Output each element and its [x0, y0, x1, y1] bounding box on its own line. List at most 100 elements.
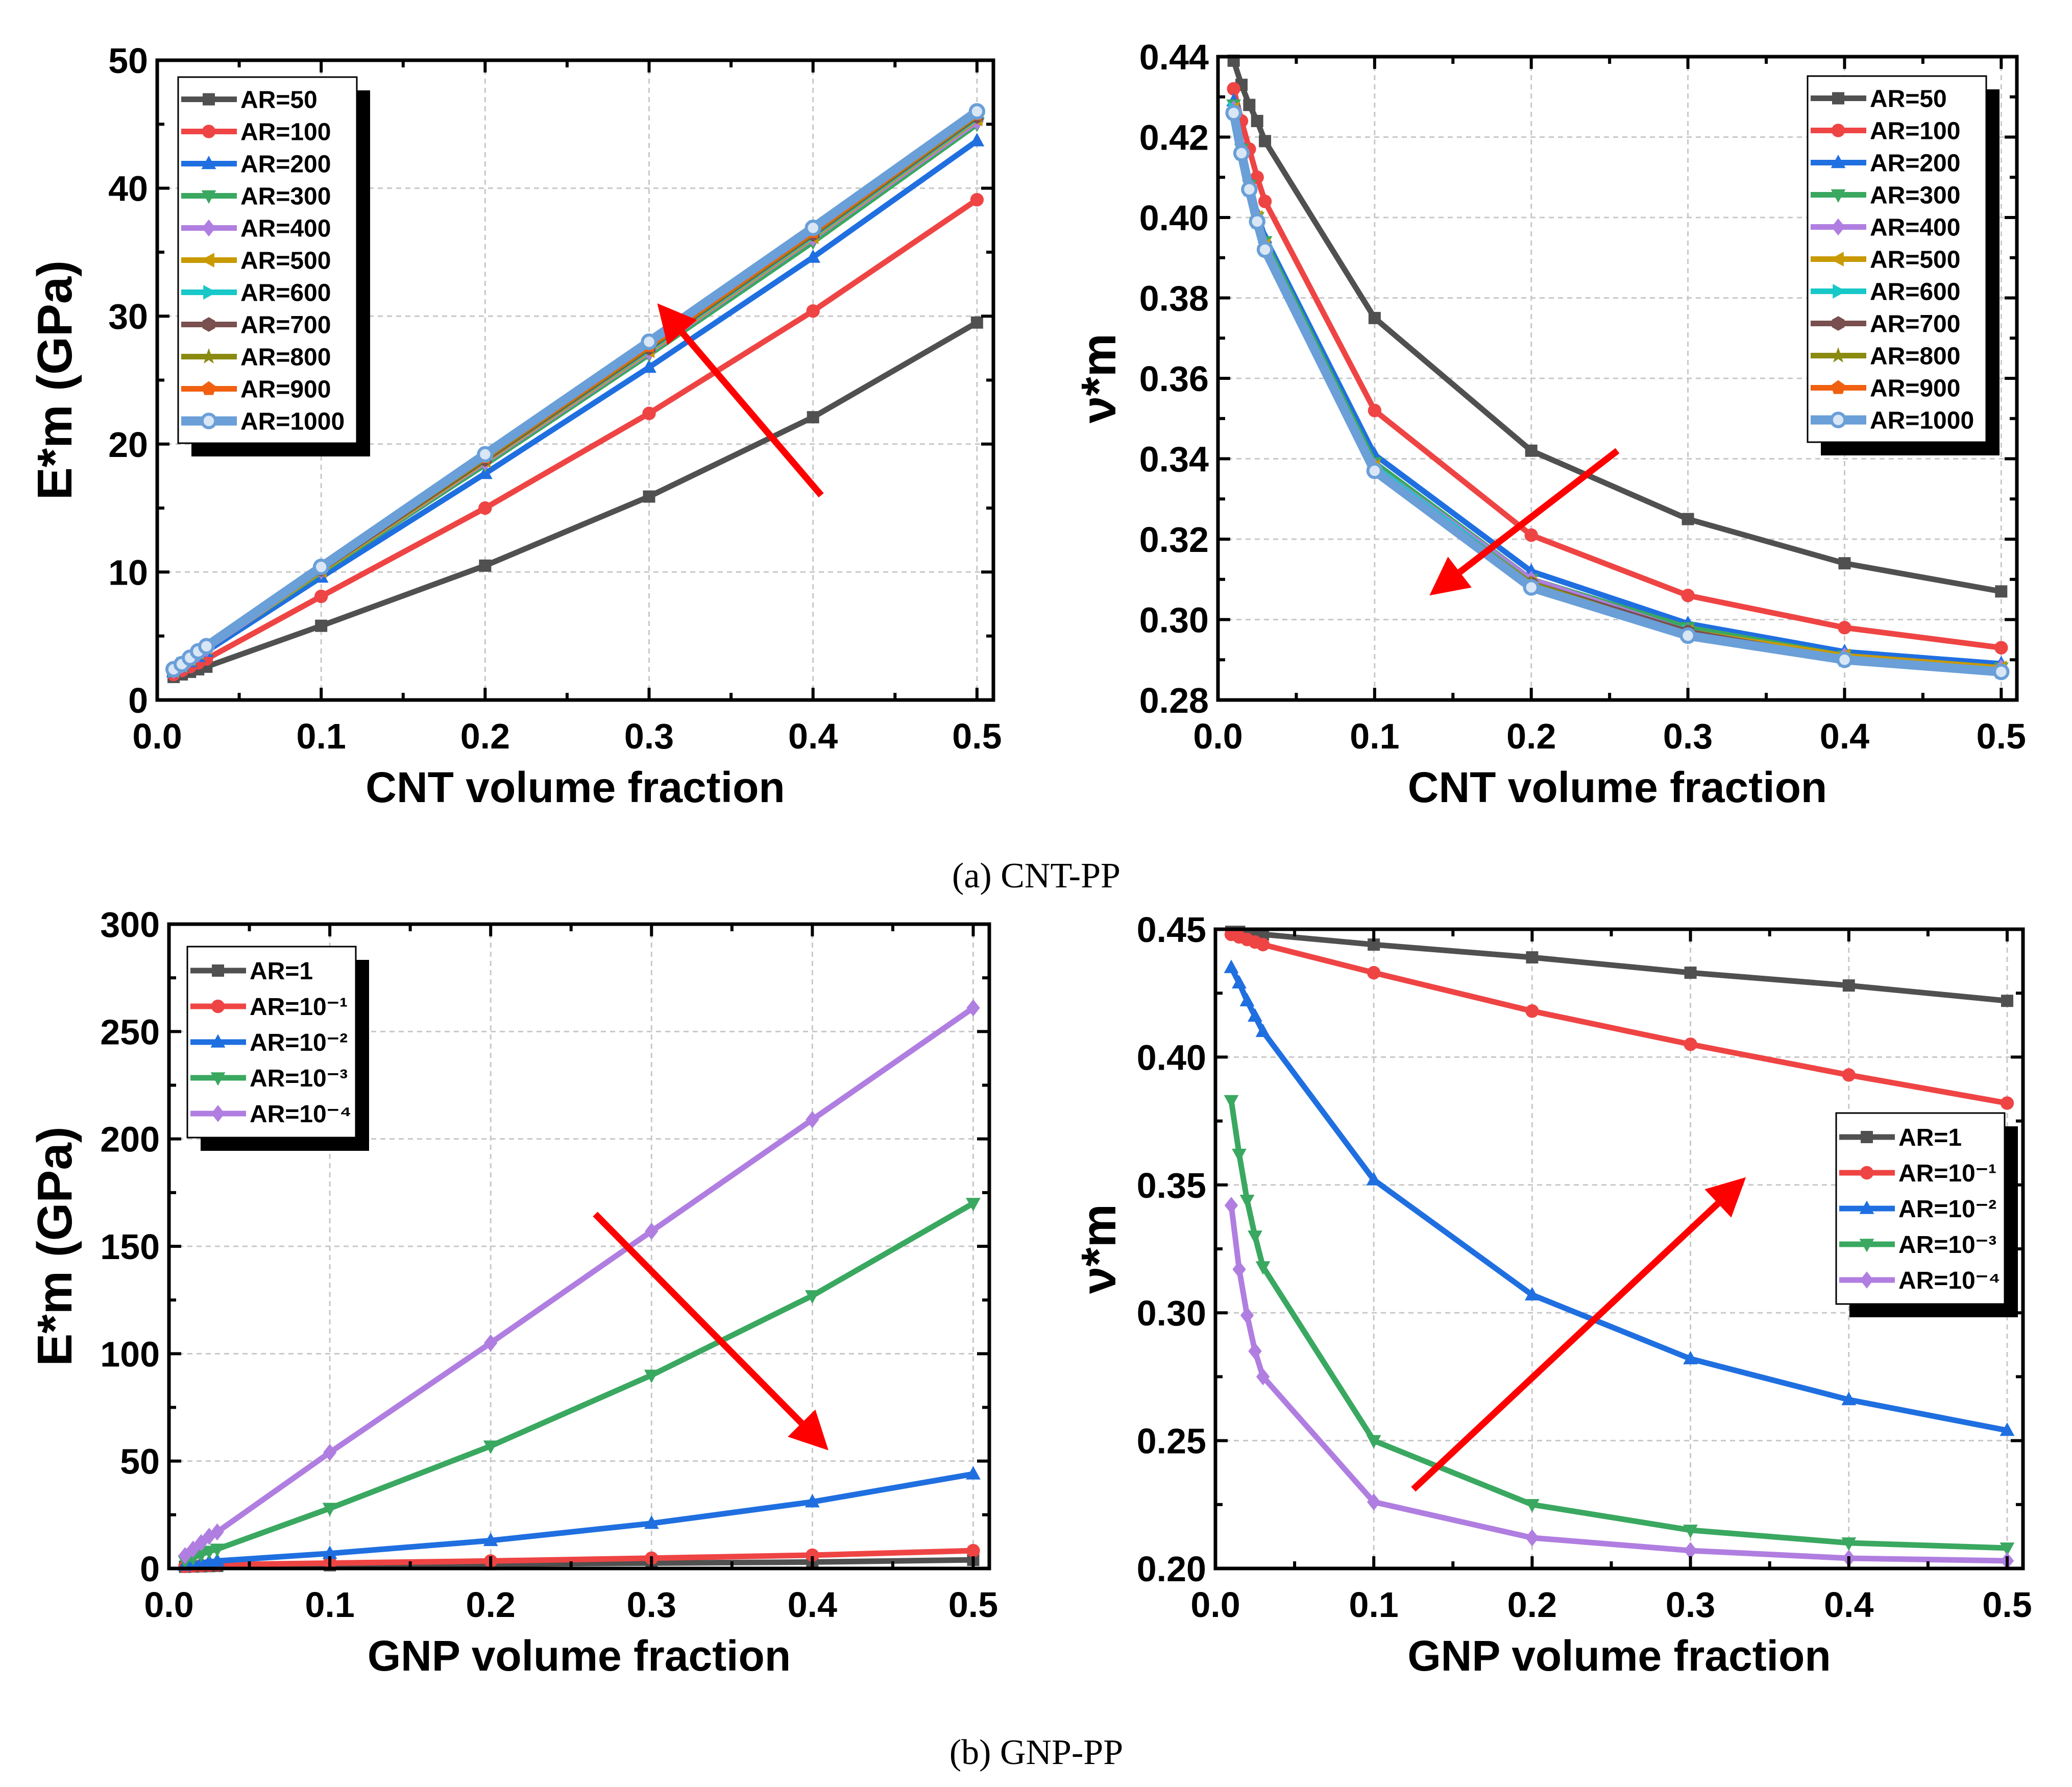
y-axis-title: ν*m [1071, 1204, 1126, 1294]
legend-item: AR=800 [181, 344, 331, 371]
marker-square [1251, 115, 1263, 127]
y-tick-label: 50 [120, 1442, 160, 1482]
legend-label: AR=400 [240, 215, 331, 243]
legend-item: AR=10⁻² [1839, 1196, 1996, 1223]
y-tick-label: 200 [100, 1120, 160, 1160]
legend-label: AR=10⁻⁴ [1898, 1267, 2001, 1294]
marker-circle [1679, 627, 1696, 644]
y-tick-label: 0.40 [1137, 1037, 1206, 1077]
legend-label: AR=1 [1898, 1124, 1962, 1151]
marker-diamond [1367, 1493, 1381, 1511]
x-tick-label: 0.0 [132, 716, 182, 756]
marker-circle [1684, 1037, 1697, 1051]
series-AR=10⁻³ [1224, 1095, 2015, 1556]
marker-circle [1830, 412, 1847, 428]
legend-item: AR=800 [1811, 343, 1960, 370]
legend-item: AR=300 [181, 183, 331, 210]
legend-label: AR=400 [1870, 214, 1960, 242]
marker-circle [1523, 579, 1540, 596]
legend-label: AR=200 [1870, 150, 1960, 177]
legend-label: AR=500 [1870, 247, 1960, 274]
legend-item: AR=1 [190, 958, 313, 985]
legend-label: AR=800 [1870, 343, 1960, 370]
marker-circle [641, 333, 657, 350]
marker-pentagon [201, 381, 216, 395]
series-AR=10⁻⁴ [178, 999, 980, 1564]
arrow-shaft [679, 330, 824, 498]
marker-triangle-up [210, 1553, 225, 1567]
legend-item: AR=100 [1811, 118, 1960, 145]
marker-square [203, 93, 215, 106]
x-tick-label: 0.2 [1507, 1585, 1557, 1625]
legend: AR=50 AR=100 AR=200 AR=300 AR=400 AR=500 AR=60… [1807, 75, 2000, 455]
marker-triangle-up [322, 1545, 337, 1559]
marker-square [1842, 979, 1855, 992]
legend-label: AR=50 [240, 87, 318, 114]
y-axis-title: E*m (GPa) [28, 1126, 82, 1366]
marker-circle [314, 589, 328, 603]
x-tick-label: 0.5 [1982, 1585, 2032, 1625]
y-tick-label: 0.42 [1139, 118, 1209, 158]
legend-label: AR=900 [1870, 375, 1960, 402]
x-tick-label: 0.2 [1506, 716, 1556, 756]
legend-item: AR=10⁻³ [1839, 1231, 1996, 1259]
marker-triangle-down [210, 1072, 226, 1086]
y-tick-label: 0.36 [1139, 359, 1209, 399]
marker-star [201, 348, 217, 364]
marker-circle [1368, 403, 1382, 418]
marker-circle [968, 103, 986, 120]
marker-triangle-down [1841, 1537, 1857, 1551]
x-tick-label: 0.4 [1820, 716, 1869, 756]
legend-label: AR=100 [1870, 118, 1960, 145]
legend-item: AR=500 [181, 248, 331, 275]
marker-triangle-down [1366, 1435, 1381, 1449]
marker-triangle-down [1224, 1095, 1239, 1109]
marker-circle [1227, 82, 1240, 96]
chart-panel-1: 0.0 0.1 0.2 0.3 0.4 0.5 0.28 0.30 0.32 0.34 0.36 0.… [1071, 37, 2026, 811]
x-tick-label: 0.4 [1824, 1585, 1873, 1625]
legend-label: AR=1 [250, 958, 313, 985]
arrow-head [657, 303, 697, 345]
legend-label: AR=500 [240, 248, 331, 275]
series-AR=10⁻¹ [1224, 927, 2014, 1110]
marker-triangle-up [1224, 959, 1239, 973]
marker-pentagon [1831, 380, 1846, 394]
caption-b: (b) GNP-PP [949, 1733, 1123, 1772]
marker-circle [1366, 462, 1383, 479]
marker-triangle-up [1239, 993, 1255, 1007]
marker-triangle-up [210, 1034, 226, 1048]
marker-square [1525, 444, 1538, 457]
x-tick-label: 0.3 [1666, 1585, 1715, 1625]
marker-circle [966, 1543, 980, 1558]
marker-triangle-up [1232, 975, 1247, 988]
marker-circle [202, 125, 216, 138]
x-tick-label: 0.2 [466, 1585, 516, 1625]
marker-triangle-up [201, 155, 216, 170]
arrow-shaft [1457, 448, 1620, 575]
y-tick-label: 0.40 [1139, 198, 1209, 238]
y-axis-title: E*m (GPa) [28, 260, 82, 500]
x-tick-label: 0.1 [305, 1585, 354, 1625]
legend-item: AR=400 [1811, 214, 1960, 242]
marker-diamond [1240, 1307, 1254, 1324]
y-tick-label: 40 [108, 169, 148, 209]
marker-square [212, 964, 224, 977]
caption-a: (a) CNT-PP [952, 856, 1120, 896]
legend-label: AR=300 [240, 183, 331, 210]
marker-square [1368, 311, 1381, 324]
marker-square [643, 490, 655, 503]
marker-triangle-up [966, 1466, 981, 1480]
marker-circle [1836, 651, 1853, 668]
legend-label: AR=10⁻¹ [250, 994, 348, 1021]
arrow-head [1704, 1177, 1746, 1218]
legend-item: AR=1000 [181, 408, 345, 436]
marker-circle [1525, 1004, 1539, 1018]
marker-diamond [645, 1222, 659, 1240]
marker-triangle-right [203, 285, 217, 300]
marker-diamond [1525, 1529, 1539, 1547]
y-tick-label: 0 [140, 1549, 160, 1589]
series-line [1230, 931, 2008, 1106]
marker-diamond [966, 999, 980, 1017]
marker-square [1861, 1131, 1873, 1143]
